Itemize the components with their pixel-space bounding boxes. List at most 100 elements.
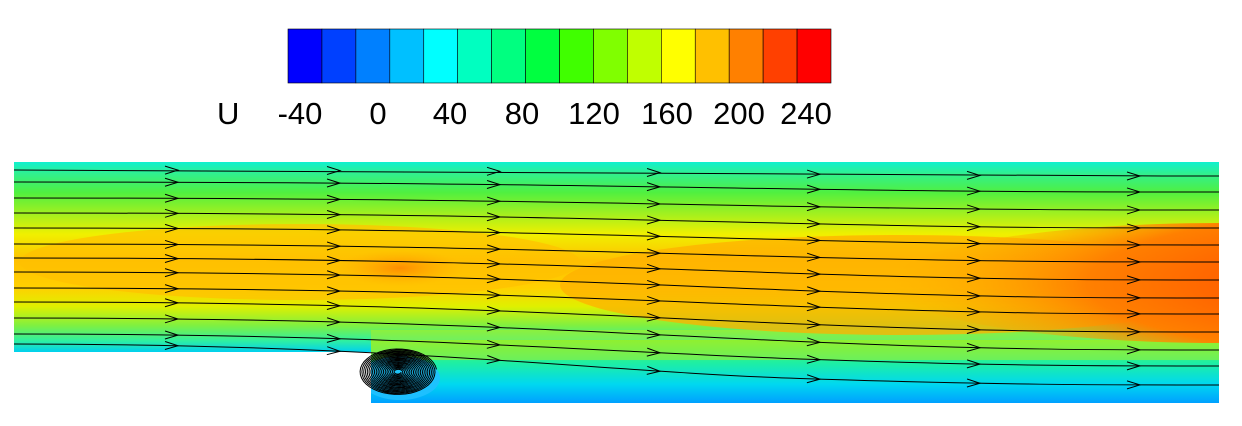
- streamline-arrow: [164, 314, 180, 324]
- streamline-arrow: [646, 347, 662, 357]
- streamline-arrow: [164, 268, 180, 278]
- streamline-arrow: [646, 295, 662, 305]
- streamline-arrow: [486, 227, 502, 237]
- streamline-arrow: [486, 355, 502, 364]
- streamline-arrow: [646, 231, 662, 241]
- streamline-arrow: [1126, 327, 1142, 337]
- vortex-spiral: [359, 348, 437, 395]
- streamline-arrow: [486, 166, 502, 176]
- colorbar-tick-label: 0: [369, 96, 387, 131]
- streamline-arrow: [1126, 380, 1142, 390]
- streamline-arrow: [486, 322, 502, 332]
- streamline-arrow: [486, 290, 502, 300]
- streamline: [13, 271, 1220, 299]
- streamline-arrow: [326, 241, 342, 251]
- streamline-arrow: [646, 329, 662, 339]
- streamline: [13, 287, 1220, 315]
- streamline-arrow: [326, 286, 342, 296]
- streamline-arrow: [646, 199, 662, 209]
- colorbar-swatch: [593, 28, 628, 84]
- streamline-arrow: [486, 180, 502, 189]
- streamline-arrow: [326, 210, 342, 220]
- colorbar-tick-label: 200: [713, 96, 765, 131]
- streamline-arrow: [806, 354, 822, 364]
- streamline: [13, 227, 1220, 246]
- streamline-arrow: [326, 333, 342, 343]
- streamline-arrow: [326, 225, 342, 235]
- streamline-arrow: [486, 244, 502, 254]
- streamline-arrow: [164, 193, 180, 203]
- streamline-arrow: [164, 239, 180, 249]
- streamline: [13, 257, 1220, 281]
- streamline-arrow: [806, 319, 822, 329]
- streamline-arrow: [646, 182, 662, 192]
- streamline-arrow: [646, 279, 662, 289]
- streamline: [13, 181, 1220, 193]
- streamline-arrow: [806, 286, 822, 296]
- streamline-arrow: [1126, 187, 1142, 197]
- colorbar-swatch: [796, 28, 832, 84]
- streamline-arrow: [806, 337, 822, 347]
- streamline-arrow: [1126, 309, 1142, 319]
- colorbar-swatch: [457, 28, 492, 84]
- streamline-arrow: [966, 378, 982, 388]
- step-wall: [0, 352, 371, 426]
- streamline-arrow: [966, 342, 982, 352]
- streamline-arrow: [326, 317, 342, 327]
- streamline-arrow: [806, 269, 822, 279]
- streamline-arrow: [646, 248, 662, 258]
- colorbar-tick-label: 160: [641, 96, 693, 131]
- streamline-arrow: [164, 284, 180, 294]
- streamline-arrow: [164, 177, 180, 187]
- streamline-arrow: [646, 215, 662, 225]
- colorbar-swatch: [491, 28, 526, 84]
- streamline-arrow: [966, 291, 982, 301]
- streamline-arrow: [164, 208, 180, 218]
- colorbar-swatch: [694, 28, 730, 84]
- streamline-arrow: [806, 252, 822, 262]
- streamline-arrow: [486, 212, 502, 222]
- streamline-arrow: [486, 259, 502, 269]
- streamline-arrow: [1126, 293, 1142, 303]
- streamline: [13, 212, 1220, 229]
- streamline-arrow: [966, 238, 982, 248]
- streamline-arrow: [164, 165, 180, 175]
- streamline-arrow: [1126, 345, 1142, 355]
- colorbar-swatch: [728, 28, 764, 84]
- colorbar-tick-label: 80: [504, 96, 540, 131]
- streamline-arrow: [326, 346, 342, 356]
- streamline-arrow: [646, 263, 662, 273]
- colorbar: [287, 28, 832, 84]
- streamline-arrow: [966, 273, 982, 283]
- streamline-arrow: [966, 307, 982, 317]
- streamline: [13, 301, 1220, 333]
- streamline-arrow: [326, 301, 342, 310]
- streamline-arrow: [966, 325, 982, 335]
- colorbar-swatch: [423, 28, 458, 84]
- colorbar-tick-label: 240: [780, 96, 832, 131]
- streamline-arrow: [966, 204, 982, 214]
- streamline: [13, 343, 1220, 386]
- streamline-arrow: [806, 202, 822, 212]
- streamline-arrow: [164, 298, 180, 308]
- streamline-arrow: [486, 274, 502, 284]
- streamline-arrow: [806, 302, 822, 312]
- colorbar-swatch: [321, 28, 357, 84]
- streamline: [13, 333, 1220, 367]
- streamline-arrow: [646, 365, 662, 375]
- streamline-arrow: [486, 305, 502, 315]
- streamline-arrow: [1126, 240, 1142, 250]
- streamline-arrow: [966, 359, 982, 369]
- streamline-arrow: [164, 341, 180, 350]
- streamline-arrow: [1126, 257, 1142, 267]
- streamline: [13, 317, 1220, 351]
- streamline-arrow: [806, 184, 822, 194]
- streamline: [13, 243, 1220, 263]
- streamline: [13, 197, 1220, 211]
- streamline-arrow: [806, 219, 822, 229]
- colorbar-tick-label: -40: [277, 96, 323, 131]
- colorbar-swatch: [389, 28, 425, 84]
- streamline-arrow: [966, 170, 982, 180]
- streamline-arrow: [806, 235, 822, 245]
- streamline-arrow: [1126, 171, 1142, 181]
